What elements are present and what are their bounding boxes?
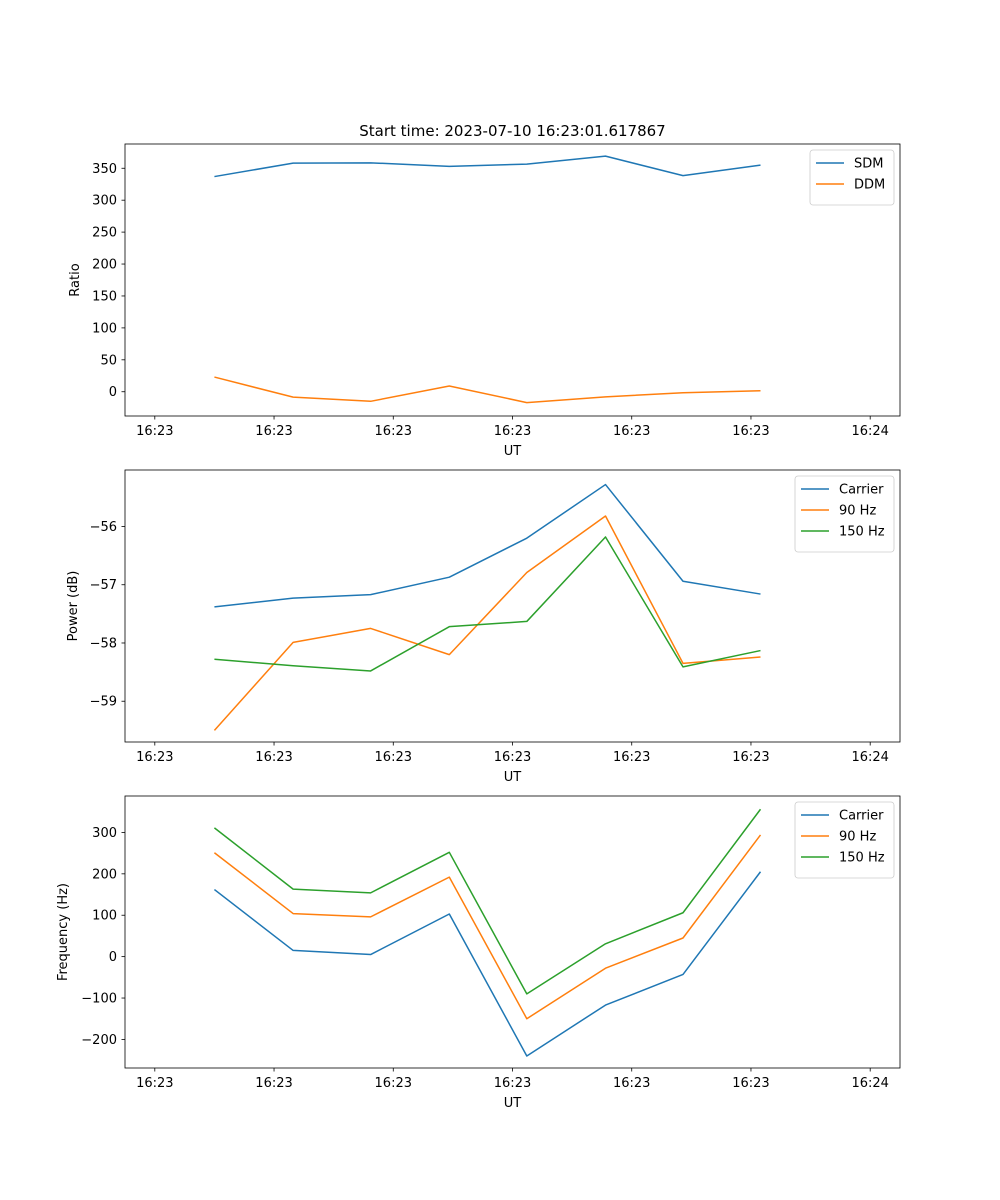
y-tick-label: 250 — [92, 226, 117, 241]
y-tick-label: −200 — [81, 1033, 117, 1048]
series-line-ddm — [214, 376, 761, 404]
y-tick-label: 350 — [92, 162, 117, 177]
y-tick-label: 0 — [109, 385, 117, 400]
series-line-90-hz — [213, 515, 761, 731]
x-tick-label: 16:23 — [613, 1076, 650, 1091]
y-axis-label: Frequency (Hz) — [56, 883, 71, 981]
series-line-carrier — [214, 483, 761, 608]
x-tick-label: 16:23 — [732, 424, 769, 439]
legend-box — [794, 475, 895, 553]
x-tick-label: 16:23 — [613, 750, 650, 765]
x-tick-label: 16:24 — [851, 424, 888, 439]
x-axis-label: UT — [504, 770, 522, 785]
series-line-carrier — [213, 871, 762, 1057]
axes-frame — [124, 795, 901, 1069]
x-tick-label: 16:23 — [732, 750, 769, 765]
y-tick-label: −59 — [90, 695, 117, 710]
axes-frame — [124, 143, 901, 417]
x-axis-label: UT — [504, 444, 522, 459]
y-tick-label: 300 — [92, 826, 117, 841]
y-tick-label: 100 — [92, 321, 117, 336]
x-tick-label: 16:23 — [732, 1076, 769, 1091]
legend-label-90-hz: 90 Hz — [839, 504, 876, 519]
y-tick-label: 0 — [109, 950, 117, 965]
y-tick-label: −57 — [90, 578, 117, 593]
y-tick-label: 150 — [92, 289, 117, 304]
chart-title: Start time: 2023-07-10 16:23:01.617867 — [359, 122, 665, 140]
x-tick-label: 16:23 — [494, 750, 531, 765]
y-axis-label: Power (dB) — [66, 571, 81, 642]
legend-label-carrier: Carrier — [839, 483, 884, 498]
legend-label-sdm: SDM — [854, 157, 883, 172]
legend-label-150-hz: 150 Hz — [839, 851, 885, 866]
chart-panels: 16:23 16:23 16:23 16:23 16:23 16:23 16:24 0 50 10… — [56, 143, 901, 1111]
x-tick-label: 16:24 — [851, 750, 888, 765]
x-tick-label: 16:23 — [255, 424, 292, 439]
legend-label-150-hz: 150 Hz — [839, 525, 885, 540]
series-line-sdm — [214, 155, 761, 178]
legend-label-carrier: Carrier — [839, 809, 884, 824]
chart-panel-2: 16:23 16:23 16:23 16:23 16:23 16:23 16:24 −59 −5… — [66, 469, 901, 785]
x-axis-label: UT — [504, 1096, 522, 1111]
x-tick-label: 16:23 — [255, 1076, 292, 1091]
x-tick-label: 16:23 — [136, 1076, 173, 1091]
y-tick-label: −100 — [81, 992, 117, 1007]
x-tick-label: 16:24 — [851, 1076, 888, 1091]
y-tick-label: 200 — [92, 867, 117, 882]
legend-label-90-hz: 90 Hz — [839, 830, 876, 845]
y-tick-label: 300 — [92, 194, 117, 209]
y-tick-label: −58 — [90, 636, 117, 651]
series-line-150-hz — [213, 808, 762, 995]
x-tick-label: 16:23 — [255, 750, 292, 765]
chart-panel-3: 16:23 16:23 16:23 16:23 16:23 16:23 16:24 −200 −… — [56, 795, 901, 1111]
chart-panel-1: 16:23 16:23 16:23 16:23 16:23 16:23 16:24 0 50 10… — [68, 143, 901, 459]
x-tick-label: 16:23 — [136, 424, 173, 439]
x-tick-label: 16:23 — [375, 424, 412, 439]
x-tick-label: 16:23 — [375, 1076, 412, 1091]
y-tick-label: 50 — [100, 353, 117, 368]
y-tick-label: 100 — [92, 909, 117, 924]
x-tick-label: 16:23 — [136, 750, 173, 765]
x-tick-label: 16:23 — [494, 1076, 531, 1091]
x-tick-label: 16:23 — [613, 424, 650, 439]
series-line-90-hz — [213, 834, 762, 1020]
y-axis-label: Ratio — [68, 263, 83, 296]
x-tick-label: 16:23 — [375, 750, 412, 765]
legend-box — [794, 801, 895, 879]
x-tick-label: 16:23 — [494, 424, 531, 439]
y-tick-label: −56 — [90, 520, 117, 535]
series-line-150-hz — [214, 536, 761, 672]
legend-label-ddm: DDM — [854, 178, 885, 193]
y-tick-label: 200 — [92, 258, 117, 273]
